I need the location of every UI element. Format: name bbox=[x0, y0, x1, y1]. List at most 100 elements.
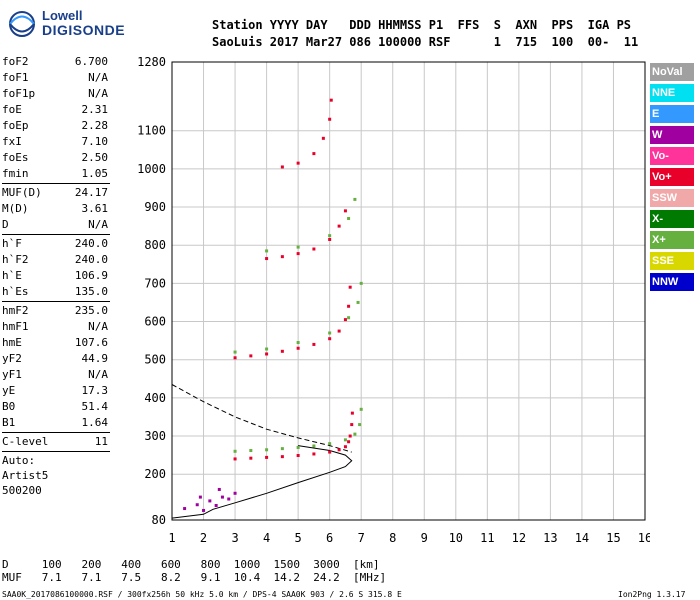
echo-point bbox=[353, 432, 357, 436]
echo-point bbox=[280, 255, 284, 259]
param-value: 240.0 bbox=[74, 253, 108, 266]
legend-item: X- bbox=[650, 210, 694, 228]
header-labels: Station YYYY DAY DDD HHMMSS P1 FFS S AXN… bbox=[212, 18, 632, 32]
echo-point bbox=[265, 257, 269, 261]
param-label: h`F bbox=[2, 237, 22, 250]
param-label: yE bbox=[2, 384, 16, 397]
x-tick-label: 10 bbox=[449, 531, 463, 545]
y-tick-label: 300 bbox=[144, 429, 166, 443]
param-label: hmE bbox=[2, 336, 22, 349]
echo-point bbox=[214, 503, 218, 507]
x-tick-label: 16 bbox=[638, 531, 650, 545]
x-tick-label: 13 bbox=[543, 531, 557, 545]
echo-point bbox=[183, 507, 187, 511]
echo-point bbox=[337, 448, 341, 452]
echo-point bbox=[343, 438, 347, 442]
x-tick-label: 12 bbox=[512, 531, 526, 545]
echo-point bbox=[312, 152, 316, 156]
autoscaling-info: Auto: Artist5 500200 bbox=[2, 453, 110, 498]
x-tick-label: 2 bbox=[200, 531, 207, 545]
legend-item: W bbox=[650, 126, 694, 144]
param-label: D bbox=[2, 218, 9, 231]
param-label: hmF1 bbox=[2, 320, 29, 333]
param-label: fmin bbox=[2, 167, 29, 180]
param-row: foE 2.31 bbox=[2, 102, 110, 118]
param-row: foEp 2.28 bbox=[2, 118, 110, 134]
echo-point bbox=[337, 224, 341, 228]
echo-point bbox=[312, 444, 316, 448]
echo-point bbox=[358, 423, 362, 427]
echo-point bbox=[348, 285, 352, 289]
echo-point bbox=[343, 209, 347, 213]
y-tick-label: 900 bbox=[144, 200, 166, 214]
y-tick-label: 400 bbox=[144, 391, 166, 405]
param-row: foF1p N/A bbox=[2, 86, 110, 102]
echo-point bbox=[347, 316, 351, 320]
echo-point bbox=[296, 245, 300, 249]
echo-point bbox=[312, 247, 316, 251]
logo-line2: DIGISONDE bbox=[42, 22, 126, 38]
plot-frame bbox=[171, 61, 646, 521]
chart-grid bbox=[171, 61, 646, 521]
echo-point bbox=[249, 354, 253, 358]
param-value: 2.28 bbox=[81, 119, 109, 132]
param-row-clevel: C-level 11 bbox=[2, 434, 110, 450]
echo-point bbox=[195, 503, 199, 507]
echo-point bbox=[350, 423, 354, 427]
echo-point bbox=[202, 508, 206, 512]
x-tick-label: 4 bbox=[263, 531, 270, 545]
footer-file-info: SAA0K_2017086100000.RSF / 300fx256h 50 k… bbox=[2, 590, 402, 599]
echo-point bbox=[353, 197, 357, 201]
ionogram-chart: 1 2 3 4 5 6 7 8 9 10 11 12 13 14 15 1680200300400500600… bbox=[137, 55, 650, 545]
echo-point bbox=[359, 407, 363, 411]
x-tick-label: 1 bbox=[168, 531, 175, 545]
echo-point bbox=[198, 495, 202, 499]
x-tick-label: 15 bbox=[606, 531, 620, 545]
legend-item: Vo- bbox=[650, 147, 694, 165]
y-tick-label: 800 bbox=[144, 238, 166, 252]
echo-point bbox=[347, 304, 351, 308]
param-value: 44.9 bbox=[81, 352, 109, 365]
logo-line1: Lowell bbox=[42, 8, 83, 23]
param-value: 1.05 bbox=[81, 167, 109, 180]
parameter-panel: foF2 6.700 foF1 N/A foF1p N/A foE 2.31 foEp 2.28 f… bbox=[2, 54, 110, 498]
echo-point bbox=[233, 356, 237, 360]
param-row: h`E 106.9 bbox=[2, 268, 110, 284]
param-label: foF1p bbox=[2, 87, 36, 100]
divider bbox=[2, 451, 110, 452]
param-value: 1.64 bbox=[81, 416, 109, 429]
y-tick-label: 600 bbox=[144, 315, 166, 329]
param-label: hmF2 bbox=[2, 304, 29, 317]
echo-points bbox=[183, 98, 363, 512]
param-value: 2.31 bbox=[81, 103, 109, 116]
echo-point bbox=[328, 117, 332, 121]
echo-point bbox=[296, 341, 300, 345]
x-tick-label: 14 bbox=[575, 531, 589, 545]
echo-point bbox=[347, 440, 351, 444]
echo-point bbox=[249, 456, 253, 460]
footer-version: Ion2Png 1.3.17 bbox=[618, 590, 686, 599]
legend-item: NNE bbox=[650, 84, 694, 102]
param-row: h`F 240.0 bbox=[2, 236, 110, 252]
param-label: B0 bbox=[2, 400, 16, 413]
echo-point bbox=[233, 350, 237, 354]
param-value: 135.0 bbox=[74, 285, 108, 298]
echo-point bbox=[356, 300, 360, 304]
echo-point bbox=[265, 448, 269, 452]
param-row: B1 1.64 bbox=[2, 415, 110, 431]
param-row: fmin 1.05 bbox=[2, 166, 110, 182]
echo-point bbox=[208, 499, 212, 503]
echo-point bbox=[249, 449, 253, 453]
echo-point bbox=[328, 337, 332, 341]
echo-point bbox=[296, 161, 300, 165]
param-label: MUF(D) bbox=[2, 186, 42, 199]
auto-label: Auto: bbox=[2, 454, 36, 467]
echo-point bbox=[312, 342, 316, 346]
param-label: h`E bbox=[2, 269, 22, 282]
chart-axes: 1 2 3 4 5 6 7 8 9 10 11 12 13 14 15 1680200300400500600… bbox=[137, 55, 650, 545]
echo-point bbox=[296, 346, 300, 350]
profile-curves bbox=[171, 384, 353, 519]
y-tick-label: 1000 bbox=[137, 162, 166, 176]
x-tick-label: 7 bbox=[358, 531, 365, 545]
param-label: foF1 bbox=[2, 71, 29, 84]
